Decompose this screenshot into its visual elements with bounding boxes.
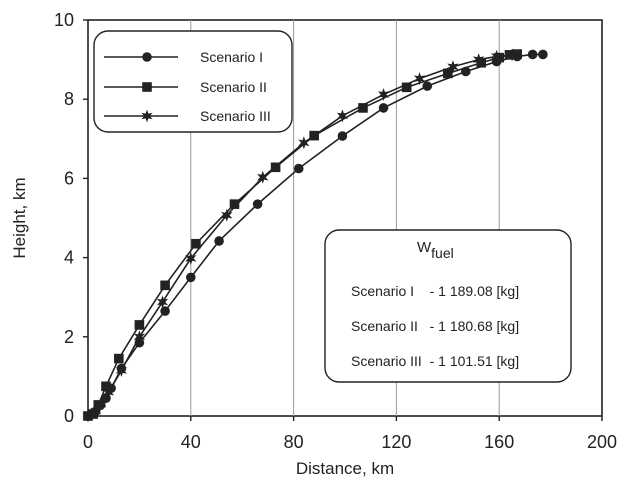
data-point-circle <box>186 272 196 283</box>
data-point-star <box>185 251 197 265</box>
data-point-star <box>506 48 518 62</box>
fuel-annotation-line-1: Scenario I - 1 189.08 [kg] <box>351 283 519 299</box>
data-point-circle <box>214 236 224 246</box>
x-tick-label: 160 <box>484 432 514 452</box>
fuel-title-base: W <box>417 239 432 256</box>
fuel-annotation-title: Wfuel <box>417 239 454 261</box>
legend-marker-star <box>141 109 153 123</box>
data-point-square <box>476 57 487 68</box>
data-point-square <box>358 103 368 113</box>
data-point-square <box>101 381 111 392</box>
data-point-circle <box>293 163 304 174</box>
legend-label-scenario-i: Scenario I <box>200 49 263 65</box>
data-point-star <box>491 49 503 63</box>
y-tick-label: 2 <box>64 327 74 347</box>
legend-marker-star <box>141 109 153 123</box>
x-axis-label: Distance, km <box>296 459 394 478</box>
data-point-circle <box>337 131 348 141</box>
x-tick-label: 120 <box>381 432 411 452</box>
data-point-star <box>82 409 94 423</box>
data-point-circle <box>160 306 170 316</box>
y-tick-label: 8 <box>64 89 74 109</box>
data-point-star <box>133 330 146 344</box>
data-point-circle <box>252 199 263 209</box>
legend-marker-square <box>142 82 152 92</box>
data-point-square <box>512 49 522 59</box>
data-point-star <box>86 408 98 422</box>
fuel-annotation-line-3: Scenario III - 1 101.51 [kg] <box>351 353 519 369</box>
data-point-square <box>191 238 201 249</box>
x-tick-label: 0 <box>83 432 93 452</box>
y-tick-label: 6 <box>64 168 74 188</box>
data-point-star <box>336 109 349 123</box>
axis-ticks: 0 40 80 120 160 200 0 2 4 6 8 10 <box>54 10 617 452</box>
y-tick-label: 0 <box>64 406 74 426</box>
y-tick-label: 4 <box>64 248 74 268</box>
legend-marker-circle <box>142 52 152 62</box>
data-point-square <box>401 82 412 93</box>
data-point-star <box>221 208 233 222</box>
x-tick-label: 200 <box>587 432 617 452</box>
series-3 <box>82 48 518 423</box>
data-point-star <box>413 72 426 86</box>
legend-marker-circle <box>142 52 152 62</box>
data-point-circle <box>538 49 548 60</box>
legend-label-scenario-iii: Scenario III <box>200 108 271 124</box>
data-point-star <box>377 87 390 101</box>
data-point-circle <box>422 81 433 91</box>
data-point-square <box>134 320 145 330</box>
data-point-star <box>90 404 102 418</box>
fuel-annotation: Wfuel Scenario I - 1 189.08 [kg] Scenari… <box>324 229 572 383</box>
data-point-square <box>443 68 453 79</box>
x-tick-label: 40 <box>181 432 201 452</box>
x-tick-label: 80 <box>284 432 304 452</box>
fuel-title-sub: fuel <box>431 245 454 261</box>
data-point-circle <box>378 103 389 113</box>
data-point-circle <box>527 49 538 60</box>
legend-label-scenario-ii: Scenario II <box>200 79 267 95</box>
data-point-star <box>298 136 310 150</box>
series-layer <box>82 48 548 423</box>
y-axis-label: Height, km <box>10 177 29 258</box>
y-tick-label: 10 <box>54 10 74 30</box>
fuel-annotation-line-2: Scenario II - 1 180.68 [kg] <box>351 318 519 334</box>
data-point-star <box>115 363 128 377</box>
data-point-star <box>257 170 269 184</box>
data-point-star <box>102 385 115 399</box>
data-point-square <box>229 199 240 209</box>
legend-marker-square <box>142 82 152 92</box>
data-point-star <box>447 60 459 74</box>
data-point-star <box>473 53 485 67</box>
data-point-square <box>114 353 124 364</box>
data-point-star <box>156 295 169 309</box>
data-point-square <box>160 280 170 291</box>
data-point-star <box>95 397 107 411</box>
fuel-annotation-box <box>324 229 572 383</box>
legend: Scenario I Scenario II Scenario III <box>93 30 293 133</box>
